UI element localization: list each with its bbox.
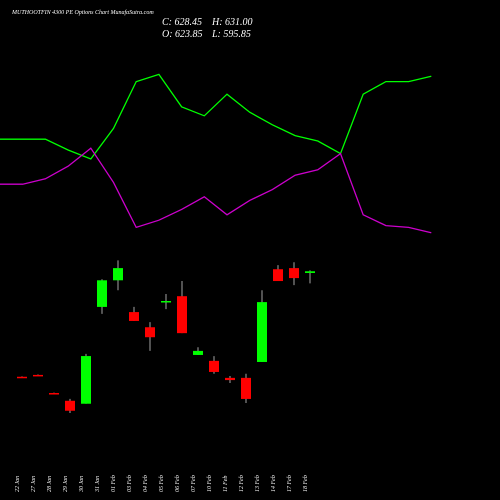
x-tick-label: 14 Feb — [270, 475, 277, 492]
x-tick-label: 05 Feb — [159, 475, 165, 492]
candle-body — [65, 400, 75, 411]
x-tick-label: 12 Feb — [239, 475, 245, 492]
candle-body — [289, 268, 299, 279]
candle-body — [305, 271, 315, 273]
candle-body — [273, 269, 283, 282]
candle-body — [17, 376, 27, 379]
candle-body — [97, 280, 107, 307]
candle-body — [209, 360, 219, 372]
x-tick-label: 31 Jan — [95, 476, 101, 493]
x-tick-label: 22 Jan — [15, 476, 21, 492]
open-label: O: 623.85 — [162, 29, 203, 40]
x-tick-label: 03 Feb — [127, 475, 133, 492]
indicator-line — [0, 147, 432, 234]
candle-body — [241, 377, 251, 399]
candle-body — [33, 374, 43, 377]
low-label: L: 595.85 — [211, 29, 251, 40]
indicator-line — [0, 73, 432, 160]
candle-body — [81, 356, 91, 404]
x-tick-label: 17 Feb — [287, 475, 293, 492]
candle-body — [193, 350, 203, 355]
candle-body — [145, 327, 155, 338]
chart-title: MUTHOOTFIN 4300 PE Options Chart MunafaS… — [11, 9, 154, 16]
x-tick-label: 28 Jan — [47, 476, 53, 492]
x-tick-label: 29 Jan — [63, 476, 69, 492]
candle-body — [257, 302, 267, 362]
x-tick-label: 04 Feb — [142, 475, 149, 492]
candle-body — [113, 268, 123, 281]
x-tick-label: 10 Feb — [207, 475, 213, 492]
candle-body — [225, 377, 235, 381]
candle-body — [177, 296, 187, 334]
x-tick-label: 06 Feb — [175, 475, 181, 492]
x-tick-label: 30 Jan — [79, 476, 85, 493]
candle-body — [129, 312, 139, 321]
x-tick-label: 01 Feb — [111, 475, 117, 492]
close-label: C: 628.45 — [162, 17, 202, 28]
high-label: H: 631.00 — [211, 17, 253, 28]
x-tick-label: 13 Feb — [255, 475, 261, 492]
candle-body — [49, 393, 59, 395]
candle-body — [161, 301, 171, 303]
x-tick-label: 07 Feb — [191, 475, 197, 492]
x-tick-label: 11 Feb — [223, 476, 229, 492]
x-tick-label: 27 Jan — [31, 476, 37, 492]
x-tick-label: 18 Feb — [303, 475, 309, 492]
